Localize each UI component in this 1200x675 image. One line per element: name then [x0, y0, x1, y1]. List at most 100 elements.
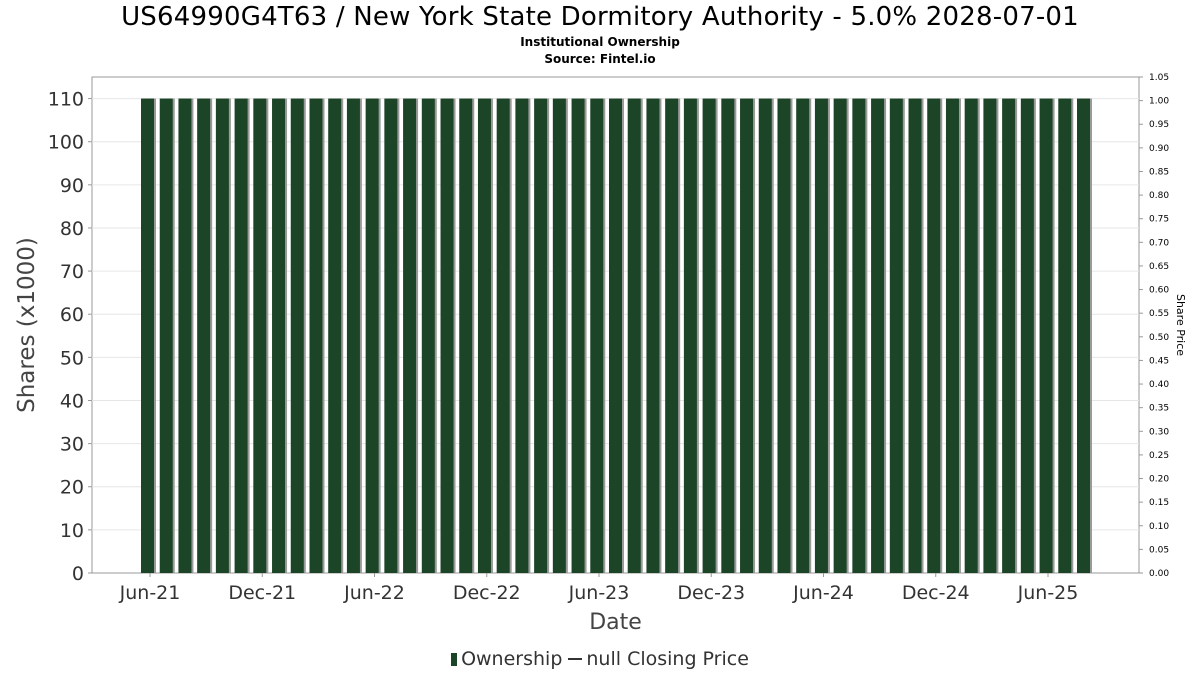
bar: [590, 98, 604, 573]
right-tick-label: 0.35: [1149, 404, 1169, 414]
right-tick-label: 0.70: [1149, 238, 1169, 248]
bar: [871, 98, 885, 573]
left-tick-label: 80: [60, 218, 84, 240]
bar: [496, 98, 510, 573]
bar: [1020, 98, 1034, 573]
right-tick-label: 0.85: [1149, 167, 1169, 177]
bar: [215, 98, 229, 573]
bar: [796, 98, 810, 573]
right-tick-label: 0.10: [1149, 522, 1169, 532]
bar: [1039, 98, 1053, 573]
bar: [1077, 98, 1090, 573]
y-axis-title: Shares (x1000): [14, 237, 40, 413]
right-tick-label: 0.95: [1149, 120, 1169, 130]
right-tick-label: 0.50: [1149, 333, 1169, 343]
x-tick-label: Jun-22: [343, 582, 405, 604]
right-tick-label: 0.55: [1149, 309, 1169, 319]
bar: [365, 98, 379, 573]
right-tick-label: 0.20: [1149, 475, 1169, 485]
bar: [346, 98, 360, 573]
right-tick-label: 0.80: [1149, 191, 1169, 201]
bar: [758, 98, 772, 573]
x-tick-label: Dec-22: [453, 582, 521, 604]
bar: [272, 98, 286, 573]
right-tick-label: 0.30: [1149, 427, 1169, 437]
bar: [721, 98, 735, 573]
left-y-axis: 0 10 20 30 40 50 60 70 80 90 100 110: [48, 89, 92, 585]
bar: [908, 98, 922, 573]
bar: [683, 98, 697, 573]
bar: [403, 98, 417, 573]
ownership-legend-label: Ownership: [461, 648, 563, 670]
right-tick-label: 0.65: [1149, 262, 1169, 272]
bar: [515, 98, 529, 573]
bar: [627, 98, 641, 573]
ownership-bars: [141, 98, 1092, 573]
bar: [253, 98, 267, 573]
right-tick-label: 0.45: [1149, 356, 1169, 366]
x-tick-label: Jun-24: [792, 582, 854, 604]
bar: [927, 98, 941, 573]
bar: [534, 98, 548, 573]
left-tick-label: 30: [60, 434, 84, 456]
y2-axis-title: Share Price: [1174, 294, 1187, 356]
x-tick-label: Dec-21: [228, 582, 296, 604]
bar: [983, 98, 997, 573]
x-axis-title: Date: [589, 610, 642, 635]
left-tick-label: 40: [60, 390, 84, 412]
left-tick-label: 90: [60, 175, 84, 197]
chart-legend: Ownership null Closing Price: [0, 648, 1200, 670]
right-tick-label: 0.15: [1149, 498, 1169, 508]
x-tick-label: Jun-23: [568, 582, 630, 604]
left-tick-label: 60: [60, 304, 84, 326]
bar: [609, 98, 622, 573]
bar: [740, 98, 754, 573]
left-tick-label: 70: [60, 261, 84, 283]
left-tick-label: 110: [48, 89, 84, 111]
bar: [852, 98, 866, 573]
bar: [234, 98, 248, 573]
x-axis: Jun-21 Dec-21 Jun-22 Dec-22 Jun-23 Dec-23 Jun-…: [119, 573, 1079, 604]
right-tick-label: 0.05: [1149, 545, 1169, 555]
chart-source: Source: Fintel.io: [544, 52, 656, 66]
bar: [440, 98, 454, 573]
bar: [964, 98, 978, 573]
right-tick-label: 0.40: [1149, 380, 1169, 390]
left-tick-label: 50: [60, 347, 84, 369]
bar: [328, 98, 342, 573]
bar: [1002, 98, 1016, 573]
bar: [552, 98, 566, 573]
bar: [290, 98, 304, 573]
chart-subtitle: Institutional Ownership: [520, 35, 680, 49]
x-tick-label: Dec-24: [902, 582, 970, 604]
right-y-axis: 0.00 0.05 0.10 0.15 0.20 0.25 0.30 0.35 0.40 0.45…: [1139, 73, 1169, 579]
price-legend-swatch: [568, 658, 583, 660]
bar: [421, 98, 435, 573]
left-tick-label: 100: [48, 132, 84, 154]
left-tick-label: 0: [72, 563, 84, 585]
bar: [178, 98, 192, 573]
bar: [309, 98, 323, 573]
bar: [777, 98, 791, 573]
right-tick-label: 0.25: [1149, 451, 1169, 461]
right-tick-label: 0.60: [1149, 286, 1169, 296]
bar: [889, 98, 903, 573]
ownership-legend-swatch: [451, 653, 458, 666]
bar: [571, 98, 585, 573]
bar: [141, 98, 154, 573]
bar: [459, 98, 473, 573]
right-tick-label: 1.05: [1149, 73, 1169, 83]
bar: [814, 98, 828, 573]
left-tick-label: 20: [60, 477, 84, 499]
price-legend-label: null Closing Price: [586, 648, 749, 670]
x-tick-label: Jun-21: [119, 582, 181, 604]
right-tick-label: 0.00: [1149, 569, 1169, 579]
x-tick-label: Jun-25: [1017, 582, 1079, 604]
bar: [646, 98, 660, 573]
bar: [945, 98, 959, 573]
x-tick-label: Dec-23: [677, 582, 745, 604]
left-tick-label: 10: [60, 520, 84, 542]
right-tick-label: 0.90: [1149, 144, 1169, 154]
bar: [1058, 98, 1072, 573]
bar: [702, 98, 716, 573]
